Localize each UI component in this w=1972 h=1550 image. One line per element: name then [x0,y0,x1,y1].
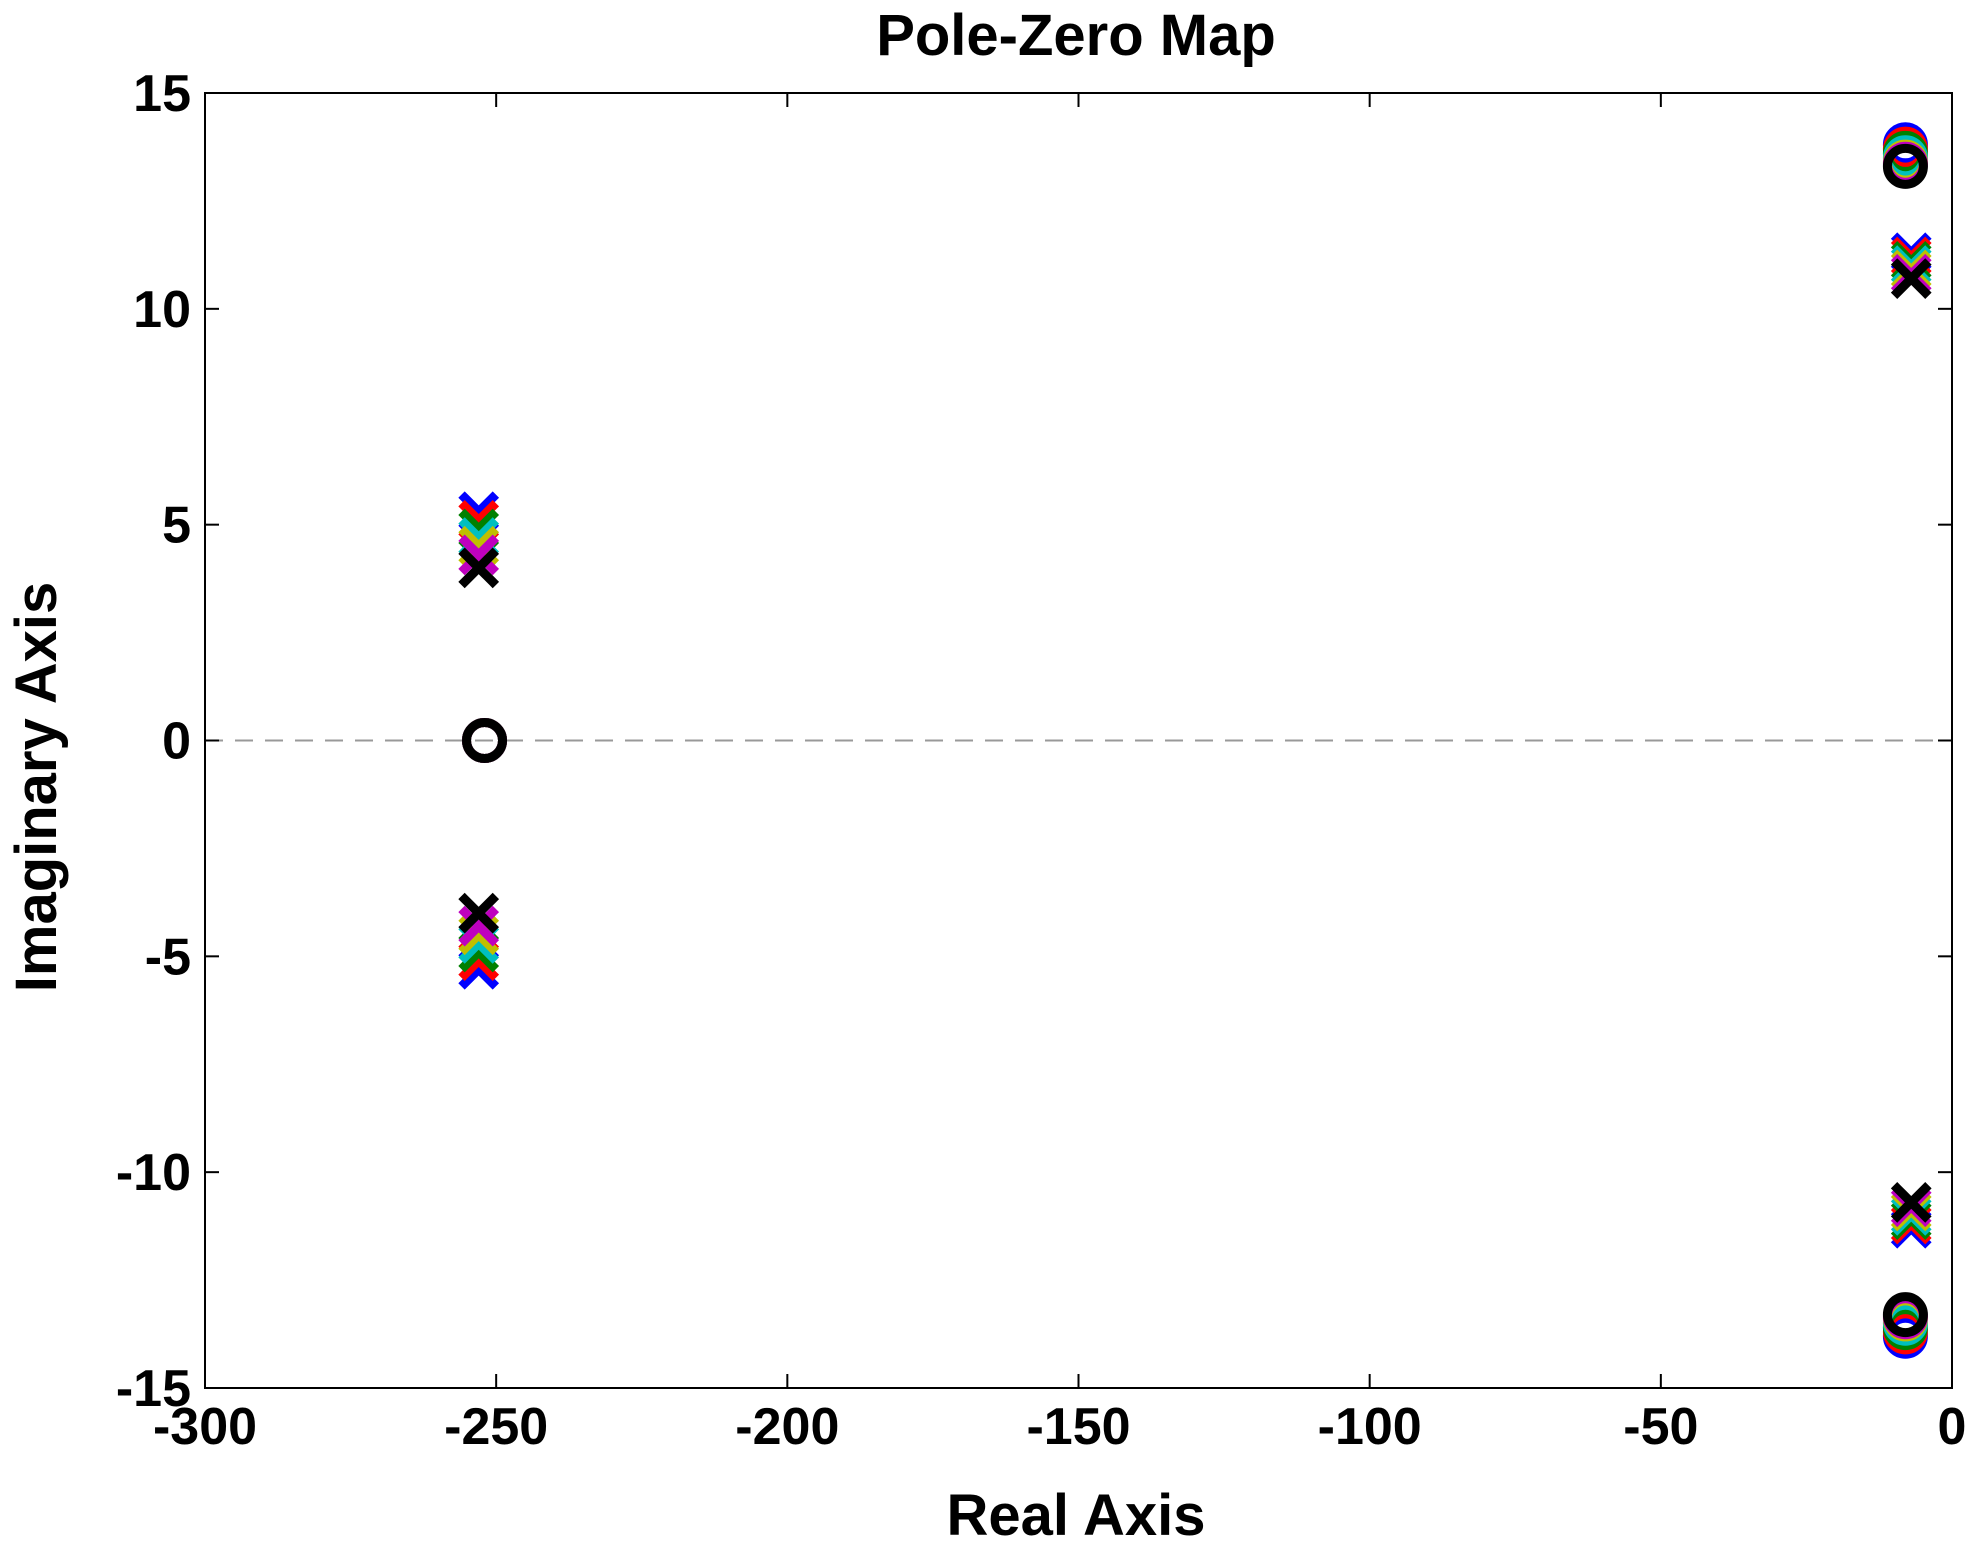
x-tick-label: -200 [735,1398,839,1456]
y-tick-label: 10 [133,281,191,339]
pole-marker [458,892,500,934]
x-tick-label: -150 [1026,1398,1130,1456]
series-6 [458,143,1932,1338]
tick-labels-layer: -300 -250 -200 -150 -100 -50 0 15 10 5 0 -5 -10 -15 [116,65,1967,1456]
x-tick-label: -50 [1623,1398,1698,1456]
y-tick-label: 15 [133,65,191,123]
pole-marker [458,547,500,589]
y-tick-label: -5 [145,928,191,986]
x-axis-label: Real Axis [947,1483,1206,1548]
x-tick-label: -250 [444,1398,548,1456]
zero-marker [1882,143,1928,189]
ticks-layer [204,92,1953,1389]
y-tick-label: -15 [116,1360,191,1418]
x-tick-label: 0 [1938,1398,1967,1456]
marks-layer [458,122,1932,1359]
zero-marker [1882,1292,1928,1338]
zero-marker [462,718,508,763]
y-axis-label: Imaginary Axis [4,582,69,992]
x-tick-label: -100 [1318,1398,1422,1456]
pole-marker [1890,1182,1932,1223]
y-tick-label: 5 [162,497,191,555]
chart-title: Pole-Zero Map [876,3,1276,68]
pole-marker [1890,258,1932,299]
x-tick-label: -300 [153,1398,257,1456]
y-tick-label: 0 [162,713,191,771]
y-tick-label: -10 [116,1144,191,1202]
